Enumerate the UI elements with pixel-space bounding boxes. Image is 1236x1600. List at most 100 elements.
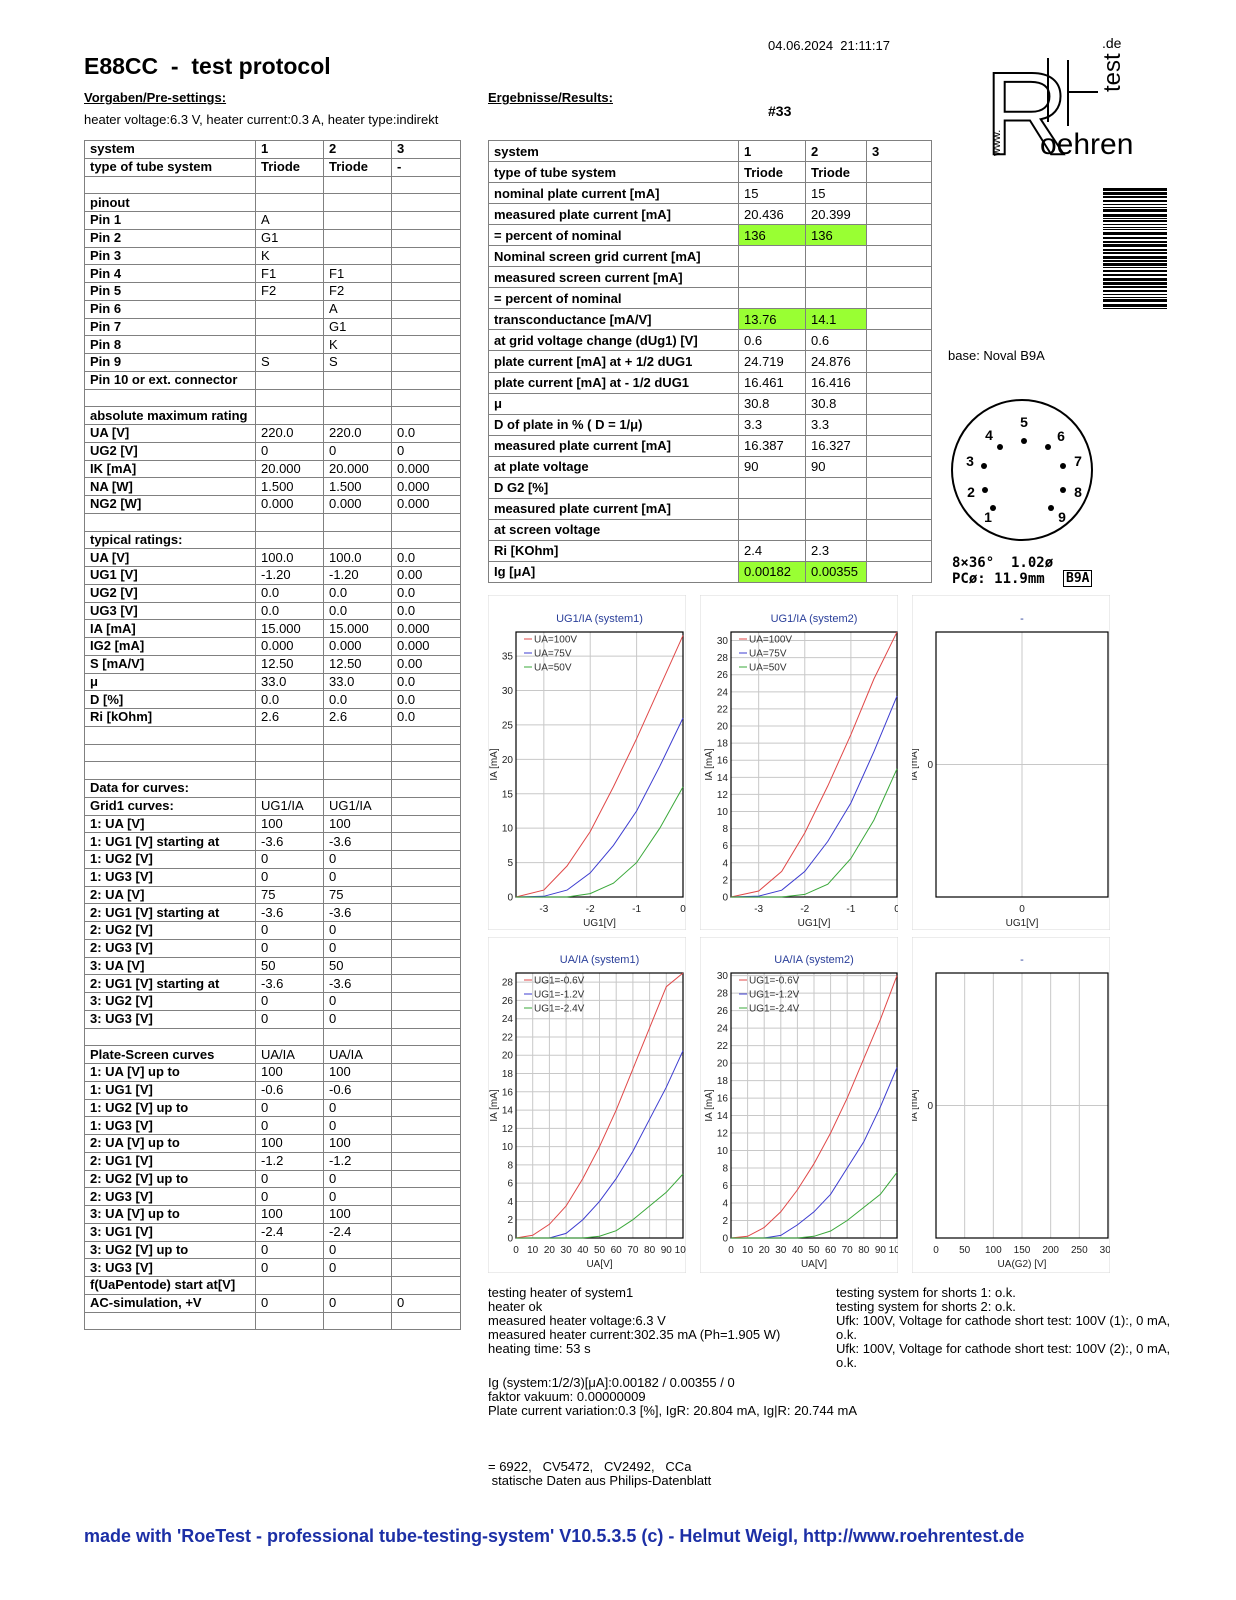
table-cell: UG1 [V] xyxy=(84,566,256,585)
table-cell xyxy=(866,266,932,289)
table-cell xyxy=(255,743,324,763)
table-cell xyxy=(391,530,461,550)
table-row: pinout xyxy=(84,193,461,212)
table-cell: Ig [μA] xyxy=(488,560,739,583)
table-cell: UG1/IA xyxy=(255,796,324,816)
barcode-bar xyxy=(1103,200,1167,202)
table-cell xyxy=(84,512,256,532)
chart-frame xyxy=(700,937,898,1273)
x-axis-label: UA(G2) [V] xyxy=(998,1259,1047,1270)
table-cell: measured plate current [mA] xyxy=(488,203,739,226)
table-cell: 0 xyxy=(323,1258,392,1277)
table-cell: -1.20 xyxy=(255,566,324,585)
table-row: UA [V] 220.0 220.0 0.0 xyxy=(84,424,461,443)
chart-title: UA/IA (system1) xyxy=(560,954,639,966)
table-cell: 1: UG1 [V] starting at xyxy=(84,832,256,851)
table-row: UG2 [V] 0.0 0.0 0.0 xyxy=(84,583,461,603)
table-cell: UG2 [V] xyxy=(84,441,256,461)
barcode-bar xyxy=(1103,294,1167,295)
table-cell: 0.0 xyxy=(255,583,324,603)
table-cell: 0.000 xyxy=(323,637,392,656)
table-cell: Pin 7 xyxy=(84,317,256,337)
table-cell: 1 xyxy=(255,140,324,159)
text-line: faktor vakuum: 0.00000009 xyxy=(488,1389,646,1404)
y-tick-label: 14 xyxy=(502,1106,514,1117)
plot-area xyxy=(730,972,898,1239)
table-cell: 0 xyxy=(323,1169,392,1189)
table-cell: -0.6 xyxy=(323,1080,392,1100)
table-cell: 3.3 xyxy=(738,413,806,436)
table-cell: K xyxy=(323,335,392,354)
barcode-bar xyxy=(1103,299,1167,302)
y-tick-label: 10 xyxy=(502,1142,514,1153)
barcode-bar xyxy=(1103,256,1167,259)
table-cell xyxy=(866,392,932,415)
table-cell xyxy=(255,530,324,550)
table-cell xyxy=(805,518,867,541)
chart-frame xyxy=(700,595,898,930)
chart-title: - xyxy=(1020,954,1024,966)
table-cell xyxy=(866,455,932,478)
table-cell: Plate-Screen curves xyxy=(84,1045,256,1064)
table-row: NG2 [W] 0.000 0.000 0.000 xyxy=(84,495,461,514)
x-tick-label: 0 xyxy=(894,904,900,915)
table-row: measured plate current [mA] 20.436 20.399 xyxy=(488,203,932,226)
table-cell xyxy=(866,161,932,184)
table-cell: 1: UG1 [V] xyxy=(84,1080,256,1100)
table-cell: 100 xyxy=(323,1134,392,1153)
table-cell: 0 xyxy=(255,850,324,869)
plot-area xyxy=(515,631,684,898)
chart: -3 -2 -1 0 0 5 10 15 20 25 30 35 UG1/IA (system1) UG1… xyxy=(488,595,686,930)
data-line xyxy=(516,786,684,898)
table-cell: 0.000 xyxy=(391,619,461,638)
barcode-bar xyxy=(1103,260,1167,262)
legend-label: UA=75V xyxy=(534,649,572,660)
table-cell: 0 xyxy=(323,1293,392,1313)
table-cell: 12.50 xyxy=(255,654,324,674)
table-cell: 30.8 xyxy=(738,392,806,415)
y-axis-label: IA [mA] xyxy=(909,748,920,780)
table-row: = percent of nominal xyxy=(488,287,932,310)
barcode-bar xyxy=(1103,218,1167,219)
table-row: plate current [mA] at - 1/2 dUG1 16.461 16… xyxy=(488,371,932,394)
table-cell xyxy=(323,1276,392,1295)
table-row: μ 33.0 33.0 0.0 xyxy=(84,672,461,692)
y-tick-label: 18 xyxy=(717,739,729,750)
barcode-bar xyxy=(1103,188,1167,191)
table-cell: 1.500 xyxy=(323,477,392,496)
table-cell: 3: UA [V] xyxy=(84,956,256,976)
barcode-bar xyxy=(1103,270,1167,272)
barcode-bar xyxy=(1103,252,1167,254)
table-cell: 2.6 xyxy=(323,708,392,727)
table-cell: F2 xyxy=(323,282,392,301)
legend-label: UG1=-0.6V xyxy=(749,976,800,987)
table-cell xyxy=(391,512,461,532)
table-cell xyxy=(391,1080,461,1100)
y-axis-label: IA [mA] xyxy=(704,748,715,780)
x-tick-label: 100 xyxy=(889,1245,906,1256)
table-row: at plate voltage 90 90 xyxy=(488,455,932,478)
legend-label: UG1=-0.6V xyxy=(534,976,585,987)
table-cell: 1 xyxy=(738,139,806,163)
legend-label: UA=75V xyxy=(749,649,787,660)
table-cell: at grid voltage change (dUg1) [V] xyxy=(488,329,739,352)
pin xyxy=(982,487,988,493)
pin xyxy=(990,505,996,511)
table-cell: 3: UG2 [V] xyxy=(84,992,256,1011)
table-cell: 0.0 xyxy=(391,708,461,727)
y-tick-label: 24 xyxy=(717,1024,729,1035)
table-cell: UG3 [V] xyxy=(84,601,256,621)
logo-text: oehren xyxy=(1040,128,1133,161)
table-cell: 15.000 xyxy=(323,619,392,638)
table-cell xyxy=(391,1258,461,1277)
y-axis-label: IA [mA] xyxy=(909,1089,920,1121)
table-cell: 0 xyxy=(323,850,392,869)
table-cell: 3 xyxy=(391,140,461,159)
table-cell: IA [mA] xyxy=(84,619,256,638)
date: 04.06.2024 21:11:17 xyxy=(768,38,890,53)
table-cell xyxy=(391,938,461,958)
title: E88CC - test protocol xyxy=(84,53,331,79)
table-cell xyxy=(323,743,392,763)
table-row xyxy=(84,1027,461,1047)
